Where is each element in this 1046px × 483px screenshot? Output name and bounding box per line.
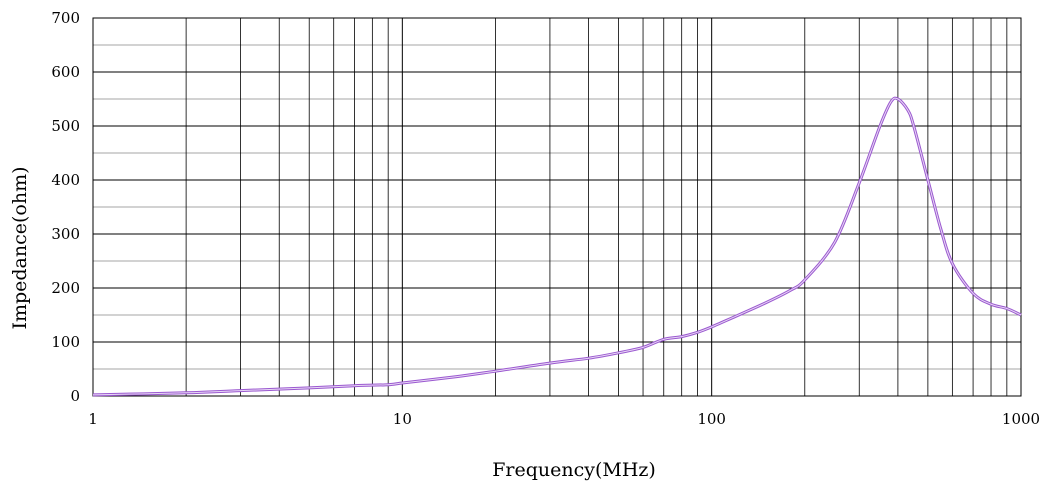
data-point: [897, 98, 899, 100]
x-tick-label: 10: [393, 410, 412, 428]
data-point: [387, 384, 389, 386]
data-point: [735, 315, 737, 317]
series-group: [92, 96, 1022, 397]
data-point: [927, 179, 929, 181]
data-point: [890, 101, 892, 103]
data-point: [456, 375, 458, 377]
series-line-core: [92, 97, 1022, 396]
data-point: [587, 357, 589, 359]
x-tick-labels: 1 10 100 1000: [88, 410, 1040, 428]
data-point: [681, 335, 683, 337]
data-point: [879, 125, 881, 127]
minor-gridlines-y: [93, 44, 1021, 370]
data-point: [549, 362, 551, 364]
x-tick-label: 1: [88, 410, 98, 428]
data-point: [858, 182, 860, 184]
x-tick-label: 1000: [1002, 410, 1040, 428]
data-point: [765, 301, 767, 303]
y-tick-label: 400: [51, 171, 80, 189]
data-point: [789, 289, 791, 291]
x-tick-label: 100: [697, 410, 726, 428]
data-point: [642, 346, 644, 348]
data-point: [906, 109, 908, 111]
data-point: [711, 326, 713, 328]
plot-area-frame: [92, 17, 1022, 397]
data-point: [940, 227, 942, 229]
y-tick-labels: 0 100 200 300 400 500 600 700: [51, 9, 80, 405]
data-point: [353, 385, 355, 387]
x-axis-title: Frequency(MHz): [492, 459, 656, 481]
data-point: [1020, 314, 1022, 316]
y-tick-label: 300: [51, 225, 80, 243]
y-tick-label: 0: [70, 387, 80, 405]
data-point: [951, 263, 953, 265]
data-point: [663, 338, 665, 340]
y-tick-label: 700: [51, 9, 80, 27]
data-point: [92, 394, 94, 396]
data-point: [990, 303, 992, 305]
data-point: [617, 352, 619, 354]
data-point: [494, 370, 496, 372]
data-point: [696, 331, 698, 333]
data-point: [972, 292, 974, 294]
y-tick-label: 600: [51, 63, 80, 81]
data-point: [185, 392, 187, 394]
data-point: [1006, 307, 1008, 309]
y-axis-title: Impedance(ohm): [9, 166, 31, 329]
data-point: [834, 241, 836, 243]
y-tick-label: 500: [51, 117, 80, 135]
data-point: [239, 389, 241, 391]
y-tick-label: 200: [51, 279, 80, 297]
data-point: [913, 125, 915, 127]
data-point: [401, 382, 403, 384]
data-point: [308, 387, 310, 389]
data-point: [804, 279, 806, 281]
y-tick-label: 100: [51, 333, 80, 351]
series-line-outline: [92, 96, 1022, 397]
